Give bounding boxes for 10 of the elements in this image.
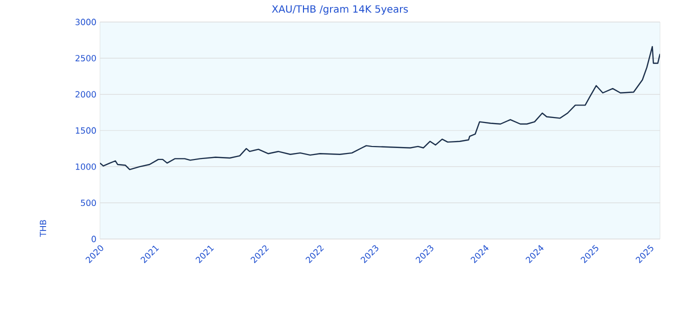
y-tick-label: 2500 xyxy=(76,54,96,62)
y-tick-label: 1500 xyxy=(76,127,96,134)
line-series xyxy=(100,46,660,170)
chart-title: XAU/THB /gram 14K 5years xyxy=(272,5,408,15)
y-tick-label: 2000 xyxy=(76,91,96,98)
y-axis-title: THB xyxy=(40,220,46,237)
y-tick-label: 0 xyxy=(92,236,96,242)
y-tick-label: 1000 xyxy=(76,163,96,170)
y-tick-label: 3000 xyxy=(76,18,96,26)
y-tick-label: 500 xyxy=(80,200,96,206)
